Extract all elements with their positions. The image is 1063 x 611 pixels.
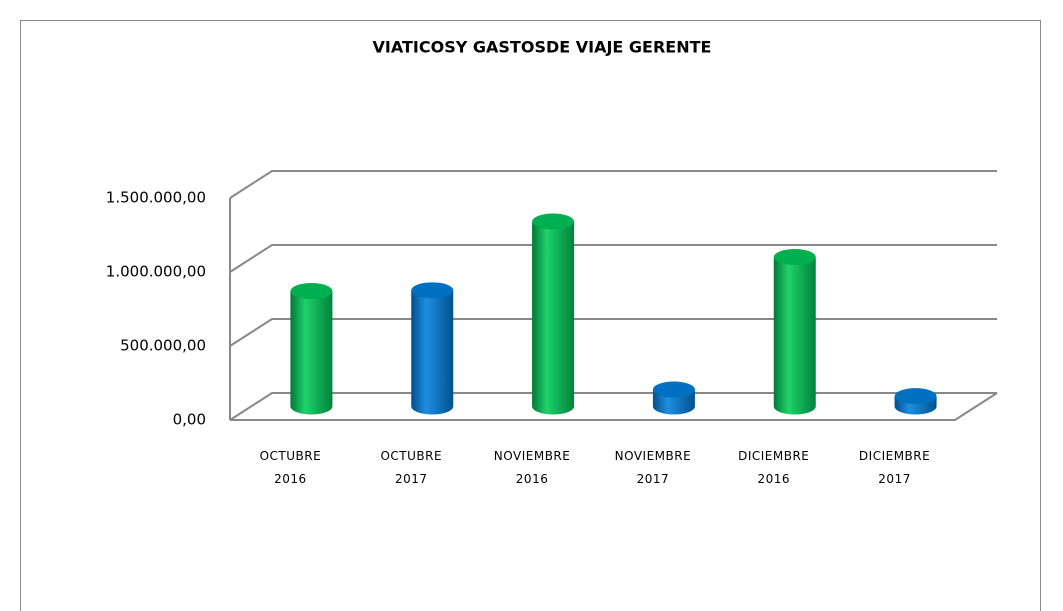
y-tick-label: 500.000,00: [120, 337, 206, 355]
x-tick-label: OCTUBRE 2017: [380, 449, 442, 486]
x-tick-label: NOVIEMBRE 2016: [494, 449, 571, 486]
x-tick-label: OCTUBRE 2016: [260, 449, 322, 486]
bar-top: [894, 388, 937, 405]
bar-top: [773, 249, 816, 266]
floor-edge: [230, 392, 998, 421]
bar: [290, 291, 333, 415]
chart-border: [20, 20, 1041, 611]
x-tick-label: DICIEMBRE 2016: [738, 449, 809, 486]
y-tick-label: 1.000.000,00: [106, 263, 206, 281]
y-tick-label: 1.500.000,00: [106, 189, 206, 207]
grid-line: [229, 170, 997, 199]
bar: [773, 257, 816, 415]
bar: [411, 290, 454, 415]
x-tick-label: NOVIEMBRE 2017: [615, 449, 692, 486]
grid-line: [229, 318, 997, 347]
bar-top: [532, 213, 575, 230]
bar-top: [290, 283, 333, 300]
bar-top: [411, 282, 454, 299]
grid-line: [229, 244, 997, 273]
y-tick-label: 0,00: [173, 411, 206, 429]
chart-title: VIATICOSY GASTOSDE VIAJE GERENTE: [373, 38, 712, 57]
bar: [532, 221, 575, 415]
grid-line: [229, 392, 997, 421]
x-tick-label: DICIEMBRE 2017: [859, 449, 930, 486]
bar-top: [652, 381, 695, 398]
